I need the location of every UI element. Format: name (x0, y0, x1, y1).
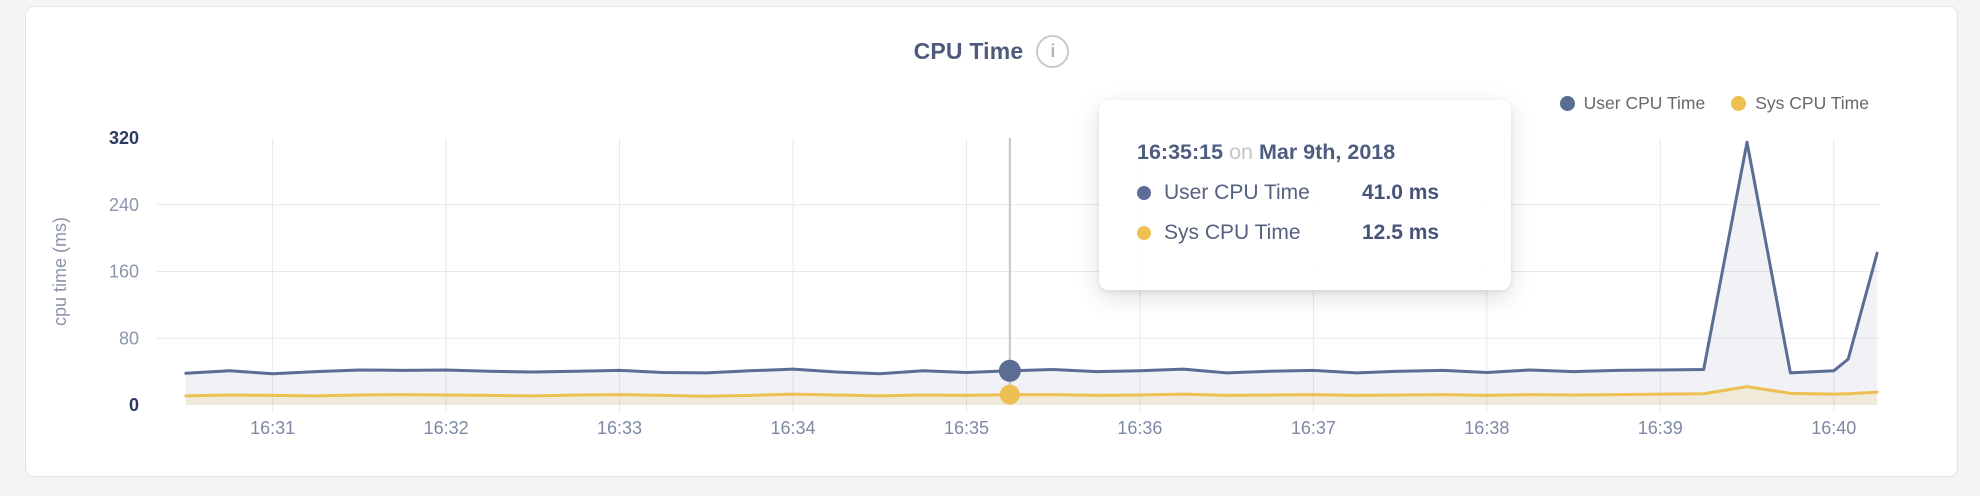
tooltip-row-sys: Sys CPU Time 12.5 ms (1137, 221, 1511, 245)
user-series-line (184, 140, 1879, 376)
tooltip-time: 16:35:15 (1137, 140, 1224, 164)
sys-series-line (184, 385, 1879, 398)
tooltip-series-label: Sys CPU Time (1164, 221, 1301, 244)
legend-item-sys-cpu-time[interactable]: Sys CPU Time (1731, 93, 1869, 114)
sys-series-dot-icon (1731, 96, 1747, 111)
tooltip-series-value: 12.5 ms (1362, 221, 1440, 244)
x-tick-label: 16:33 (597, 418, 642, 438)
sys-series-dot-icon (1137, 226, 1151, 240)
chart-legend: User CPU Time Sys CPU Time (1559, 93, 1869, 114)
x-tick-label: 16:40 (1811, 418, 1856, 438)
tooltip-series-value: 41.0 ms (1362, 181, 1440, 204)
x-tick-label: 16:35 (944, 418, 989, 438)
user-series-dot-icon (1137, 186, 1151, 200)
info-icon[interactable]: i (1036, 35, 1070, 68)
info-icon-glyph: i (1050, 41, 1056, 61)
chart-header: CPU Time i (26, 35, 1957, 68)
legend-label: Sys CPU Time (1755, 93, 1869, 113)
tooltip-date: Mar 9th, 2018 (1258, 140, 1396, 164)
x-tick-label: 16:36 (1117, 418, 1162, 438)
y-tick-label: 0 (129, 395, 139, 415)
tooltip-preposition: on (1229, 140, 1253, 164)
tooltip-row-user: User CPU Time 41.0 ms (1137, 181, 1511, 205)
x-tick-label: 16:32 (424, 418, 469, 438)
legend-label: User CPU Time (1583, 93, 1706, 113)
y-axis-title: cpu time (ms) (50, 217, 70, 326)
y-tick-label: 80 (119, 328, 139, 348)
chart-plot-area[interactable]: 0 80 160 240 320 16:31 16:32 16:33 16:34 16:35 16:… (26, 7, 1958, 477)
legend-item-user-cpu-time[interactable]: User CPU Time (1559, 93, 1706, 114)
x-tick-label: 16:39 (1638, 418, 1683, 438)
sys-selected-point-marker[interactable] (999, 384, 1020, 405)
chart-title: CPU Time (913, 38, 1024, 64)
tooltip-series-label: User CPU Time (1164, 181, 1310, 204)
y-tick-label: 320 (109, 128, 139, 148)
x-tick-label: 16:37 (1291, 418, 1336, 438)
user-selected-point-marker[interactable] (998, 359, 1021, 382)
y-tick-label: 240 (109, 195, 139, 215)
user-series-dot-icon (1559, 96, 1575, 111)
tooltip-heading: 16:35:15 on Mar 9th, 2018 (1137, 140, 1511, 165)
hover-tooltip: 16:35:15 on Mar 9th, 2018 User CPU Time … (1099, 100, 1511, 290)
y-tick-label: 160 (109, 262, 139, 282)
x-tick-label: 16:34 (770, 418, 815, 438)
cpu-time-chart-card: CPU Time i User CPU Time Sys CPU Time 0 8… (25, 6, 1958, 477)
user-series-area (185, 142, 1878, 405)
x-tick-label: 16:38 (1464, 418, 1509, 438)
x-tick-label: 16:31 (250, 418, 295, 438)
